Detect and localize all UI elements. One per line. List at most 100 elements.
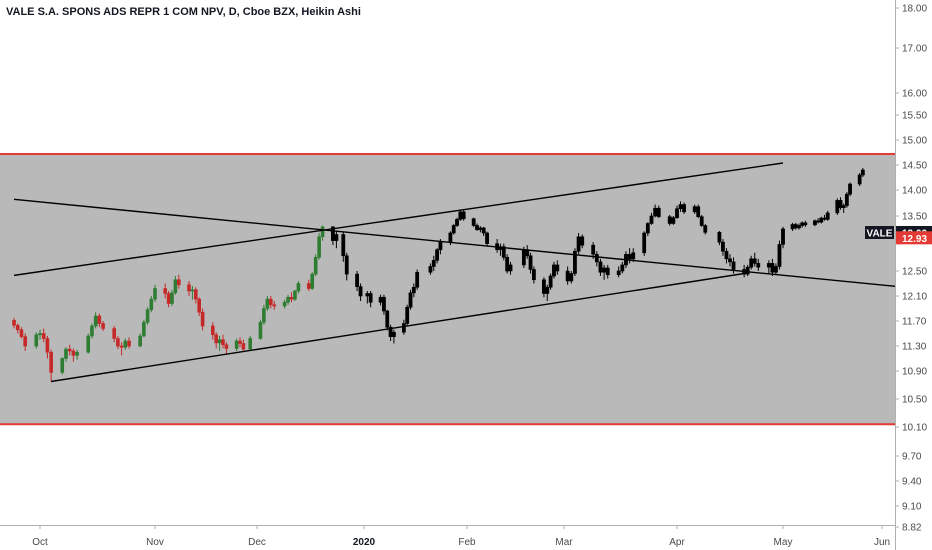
- candle: [200, 308, 205, 331]
- candle-body: [448, 232, 453, 243]
- candle: [545, 284, 550, 301]
- candle-body: [605, 267, 610, 276]
- candle: [272, 301, 277, 310]
- candle: [616, 266, 621, 278]
- candle-body: [355, 273, 359, 287]
- candle: [306, 279, 311, 291]
- candle-body: [721, 241, 725, 252]
- candle-body: [645, 223, 650, 234]
- candle-body: [642, 232, 647, 254]
- candle: [528, 252, 533, 274]
- candle-body: [455, 219, 459, 226]
- trendlines: [13, 162, 911, 383]
- candle-body: [656, 207, 661, 217]
- candle: [41, 328, 46, 343]
- time-tick-label: Mar: [555, 537, 573, 548]
- candle-body: [378, 296, 383, 303]
- time-tick-label: Oct: [32, 537, 48, 548]
- candle-body: [123, 340, 128, 348]
- range-band-fill: [0, 154, 895, 425]
- time-tick-label: May: [774, 537, 793, 548]
- trendline-3[interactable]: [51, 272, 745, 383]
- time-tick-label: 2020: [353, 537, 376, 548]
- candle: [431, 255, 436, 271]
- candle: [573, 248, 577, 276]
- candle: [408, 289, 413, 310]
- candle: [392, 329, 396, 344]
- price-tick-label: 10.90: [902, 367, 927, 378]
- candle-body: [841, 205, 846, 208]
- candle: [848, 182, 852, 197]
- candle: [138, 333, 142, 348]
- candle-body: [838, 200, 843, 208]
- candle-body: [112, 328, 116, 339]
- candle-body: [598, 261, 603, 273]
- candle: [153, 284, 157, 303]
- candle-body: [224, 344, 229, 349]
- candle: [475, 223, 479, 231]
- candle-body: [458, 211, 463, 220]
- candle-body: [15, 325, 20, 331]
- candle-body: [505, 257, 510, 272]
- candle: [857, 173, 862, 186]
- candle-body: [197, 298, 201, 313]
- candle: [49, 349, 53, 382]
- candle: [405, 304, 410, 326]
- candle: [388, 324, 393, 341]
- candle: [841, 203, 846, 213]
- candle-body: [745, 266, 750, 275]
- candle-body: [71, 350, 76, 356]
- candle: [724, 248, 729, 264]
- candle-body: [703, 225, 708, 233]
- symbol-badge-bg: [865, 226, 894, 239]
- candle: [542, 277, 546, 298]
- candle: [214, 332, 218, 349]
- candle: [166, 291, 171, 308]
- trendline-2[interactable]: [13, 162, 784, 277]
- candle-body: [170, 292, 174, 304]
- candle: [620, 261, 625, 274]
- candle: [749, 255, 754, 270]
- candle: [675, 205, 679, 219]
- candle-body: [667, 216, 672, 224]
- candle-body: [331, 226, 335, 241]
- candle-body: [438, 241, 443, 251]
- candle-body: [478, 227, 483, 230]
- candle-body: [671, 217, 676, 224]
- price-tick-label: 15.50: [902, 111, 927, 122]
- price-axis[interactable]: 18.00 17.00 16.00 15.50 15.00 14.50 14.00 13.50…: [895, 0, 932, 550]
- trendline-1[interactable]: [13, 198, 911, 289]
- candle: [653, 204, 658, 218]
- candle: [656, 205, 661, 219]
- candle: [682, 202, 686, 214]
- candle-body: [555, 264, 560, 272]
- candle: [241, 339, 246, 353]
- candle: [435, 248, 439, 264]
- candle-body: [800, 222, 805, 226]
- candle-body: [431, 260, 436, 267]
- candle: [756, 258, 761, 271]
- candle: [177, 274, 181, 289]
- candle: [38, 329, 42, 340]
- candle-body: [116, 338, 120, 347]
- candle: [594, 251, 599, 267]
- candle-body: [238, 340, 242, 344]
- candle-body: [388, 326, 393, 337]
- candle: [341, 232, 346, 262]
- candle-body: [67, 348, 72, 352]
- candle: [289, 292, 294, 303]
- candle: [75, 349, 79, 360]
- candle-body: [428, 266, 433, 273]
- price-labels: VALE13.0012.93: [865, 226, 932, 245]
- candle: [382, 294, 386, 315]
- time-axis[interactable]: Oct Nov Dec 2020 Feb Mar Apr May Jun: [0, 525, 895, 548]
- candle-body: [620, 264, 625, 272]
- candle: [385, 309, 390, 331]
- candle-body: [552, 264, 556, 277]
- candle-body: [731, 261, 736, 270]
- candle-body: [41, 333, 46, 339]
- candle-body: [766, 263, 771, 268]
- candle: [844, 192, 849, 208]
- candle-body: [803, 222, 808, 226]
